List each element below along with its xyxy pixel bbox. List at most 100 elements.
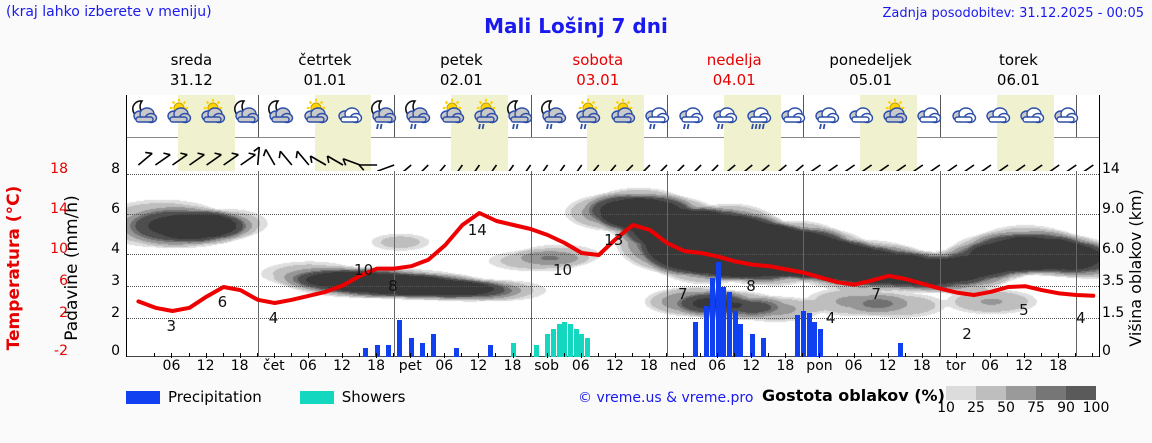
x-tick-06: 06 <box>844 358 863 374</box>
weather-icon-sun-cloud <box>199 98 226 132</box>
x-minor-mark <box>1058 353 1060 357</box>
temperature-value-label: 13 <box>604 231 624 249</box>
x-minor-mark <box>1041 353 1043 357</box>
x-minor-mark <box>921 353 923 357</box>
weather-icon-moon-cloud-rain <box>540 98 567 132</box>
gridline-day <box>667 171 668 357</box>
weather-icon-cloud <box>847 98 874 132</box>
x-tick-18: 18 <box>912 358 931 374</box>
x-minor-mark <box>887 353 889 357</box>
x-minor-mark <box>205 353 207 357</box>
day-date: 02.01 <box>439 71 483 89</box>
x-minor-mark <box>580 353 582 357</box>
day-name: sreda <box>170 51 213 69</box>
temperature-value-label: 4 <box>825 309 836 327</box>
gridline-h <box>127 214 1099 215</box>
temperature-line <box>136 211 1096 313</box>
x-tick-18: 18 <box>230 358 249 374</box>
temperature-value-label: 10 <box>553 261 573 279</box>
precipitation-bars-layer <box>127 171 1099 357</box>
x-minor-mark <box>631 353 633 357</box>
temperature-tick: -2 <box>54 343 68 359</box>
gridline-h <box>127 286 1099 287</box>
x-minor-mark <box>495 353 497 357</box>
precipitation-bar <box>704 305 710 357</box>
weather-icon-cloud <box>1052 98 1079 132</box>
x-tick-18: 18 <box>640 358 658 374</box>
precipitation-bar <box>806 312 812 357</box>
day-header-sobota: sobota 03.01 <box>530 50 666 90</box>
precipitation-legend-label: Precipitation <box>168 388 262 406</box>
precipitation-bar <box>374 345 380 357</box>
temperature-value-label: 8 <box>746 277 756 295</box>
x-tick-18: 18 <box>503 358 522 374</box>
copyright-text[interactable]: © vreme.us & vreme.pro <box>578 390 754 406</box>
precipitation-bar <box>715 261 721 357</box>
x-tick-ned: ned <box>669 358 697 374</box>
x-minor-mark <box>239 353 241 357</box>
x-minor-mark <box>700 353 702 357</box>
weather-icon-cloud <box>950 98 977 132</box>
day-name: sobota <box>572 51 624 69</box>
cloud-height-tick: 0 <box>1102 343 1111 359</box>
temperature-value-label: 10 <box>354 261 374 279</box>
x-minor-mark <box>461 353 463 357</box>
weather-icon-cloud-rain <box>643 98 670 132</box>
day-header-četrtek: četrtek 01.01 <box>257 50 393 90</box>
weather-icon-cloud-rain <box>677 98 704 132</box>
temperature-value-label: 2 <box>962 325 972 343</box>
gridline-day <box>530 171 532 357</box>
precipitation-bar <box>721 287 727 357</box>
day-date: 06.01 <box>996 71 1040 89</box>
weather-icon-cloud <box>984 98 1011 132</box>
x-minor-mark <box>904 353 906 357</box>
x-tick-06: 06 <box>162 358 181 374</box>
weather-icon-row <box>127 95 1099 138</box>
x-minor-mark <box>256 353 258 357</box>
x-tick-18: 18 <box>1049 358 1068 374</box>
showers-bar <box>550 329 556 357</box>
precipitation-bar <box>727 291 733 357</box>
x-minor-mark <box>751 353 753 357</box>
temperature-value-label: 4 <box>1075 309 1086 327</box>
x-minor-mark <box>853 353 855 357</box>
cloud-density-step <box>1006 386 1036 400</box>
x-minor-mark <box>154 353 156 357</box>
day-header-nedelja: nedelja 04.01 <box>666 50 802 90</box>
cloud-density-tick: 90 <box>1057 400 1075 416</box>
day-name: torek <box>999 51 1038 69</box>
cloud-height-tick: 6.0 <box>1102 241 1125 257</box>
x-minor-mark <box>870 353 872 357</box>
x-tick-12: 12 <box>196 358 215 374</box>
cloud-density-tick: 100 <box>1082 400 1110 416</box>
weather-icon-moon-cloud-rain <box>404 98 431 132</box>
x-minor-mark <box>597 353 599 357</box>
showers-bar <box>567 324 573 357</box>
temperature-tick: 14 <box>50 201 68 217</box>
x-tick-12: 12 <box>1015 358 1034 374</box>
precipitation-bar <box>749 333 755 357</box>
x-minor-mark <box>1092 353 1094 357</box>
cloud-height-tick: 14 <box>1102 161 1120 177</box>
showers-bar <box>573 329 579 357</box>
cloud-density-step <box>1036 386 1066 400</box>
x-tick-12: 12 <box>742 358 761 374</box>
day-date: 31.12 <box>169 71 213 89</box>
chart-field: 3 6 4 10 8 14 10 13 7 8 4 7 2 5 4 <box>127 171 1099 357</box>
series-legend: Precipitation Showers <box>126 386 405 408</box>
precipitation-bar <box>488 345 494 357</box>
gridline-day <box>939 171 941 357</box>
precipitation-tick: 8 <box>111 161 120 177</box>
gridline-day <box>257 171 259 357</box>
weather-icon-cloud-rain-heavy <box>745 98 772 132</box>
temperature-value-label: 8 <box>388 277 398 295</box>
weather-icon-sun-cloud <box>881 98 908 132</box>
precipitation-bar <box>795 315 801 357</box>
gridline-h <box>127 356 1099 357</box>
showers-bar <box>562 322 568 357</box>
temperature-value-label: 5 <box>1019 301 1029 319</box>
day-date: 05.01 <box>849 71 893 89</box>
cloud-density-tick: 25 <box>967 400 985 416</box>
precipitation-tick: 2 <box>111 305 120 321</box>
